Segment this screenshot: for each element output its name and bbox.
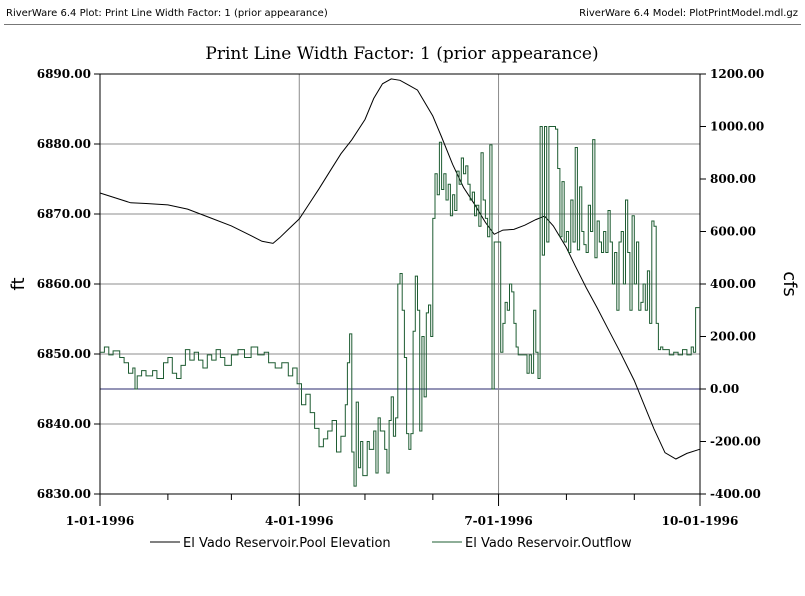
- legend-item-pool-elevation[interactable]: El Vado Reservoir.Pool Elevation: [150, 536, 391, 551]
- right-y-axis: -400.00 -200.00 0.00 200.00 400.00 600.00 800.…: [700, 67, 764, 501]
- plot-header-right: RiverWare 6.4 Model: PlotPrintModel.mdl.…: [579, 8, 798, 19]
- right-y-tick-label: -200.00: [710, 435, 761, 449]
- left-y-tick-label: 6890.00: [37, 67, 91, 81]
- right-y-tick-label: 600.00: [710, 225, 756, 239]
- left-y-tick-label: 6830.00: [37, 487, 91, 501]
- left-y-tick-label: 6880.00: [37, 137, 91, 151]
- series-layer: [99, 78, 701, 487]
- right-y-tick-label: 800.00: [710, 172, 756, 186]
- left-y-axis: 6830.00 6840.00 6850.00 6860.00 6870.00 6880.…: [37, 67, 100, 501]
- series-line-pool-elevation: [99, 78, 701, 460]
- chart-title: Print Line Width Factor: 1 (prior appear…: [205, 44, 598, 64]
- x-tick-label: 7-01-1996: [464, 514, 532, 528]
- left-y-axis-label: ft: [8, 277, 29, 290]
- right-y-tick-label: 200.00: [710, 330, 756, 344]
- plot-header-left: RiverWare 6.4 Plot: Print Line Width Fac…: [6, 8, 328, 19]
- right-y-tick-label: 1200.00: [710, 67, 764, 81]
- legend-label-outflow: El Vado Reservoir.Outflow: [465, 536, 632, 551]
- legend-label-pool-elevation: El Vado Reservoir.Pool Elevation: [183, 536, 391, 551]
- right-y-axis-label: cfs: [779, 271, 800, 297]
- left-y-tick-label: 6840.00: [37, 417, 91, 431]
- x-tick-label: 4-01-1996: [265, 514, 333, 528]
- header-rule: [4, 24, 801, 25]
- series-line-outflow: [100, 126, 700, 487]
- right-y-tick-label: 0.00: [710, 382, 739, 396]
- x-axis: 1-01-1996 4-01-1996 7-01-1996 10-01-1996: [66, 494, 739, 528]
- chart-legend: El Vado Reservoir.Pool Elevation El Vado…: [150, 536, 632, 551]
- left-y-tick-label: 6850.00: [37, 347, 91, 361]
- right-y-tick-label: 1000.00: [710, 120, 764, 134]
- legend-item-outflow[interactable]: El Vado Reservoir.Outflow: [432, 536, 632, 551]
- right-y-tick-label: 400.00: [710, 277, 756, 291]
- left-y-tick-label: 6860.00: [37, 277, 91, 291]
- left-y-tick-label: 6870.00: [37, 207, 91, 221]
- x-tick-label: 1-01-1996: [66, 514, 134, 528]
- x-tick-label: 10-01-1996: [662, 514, 739, 528]
- right-y-tick-label: -400.00: [710, 487, 761, 501]
